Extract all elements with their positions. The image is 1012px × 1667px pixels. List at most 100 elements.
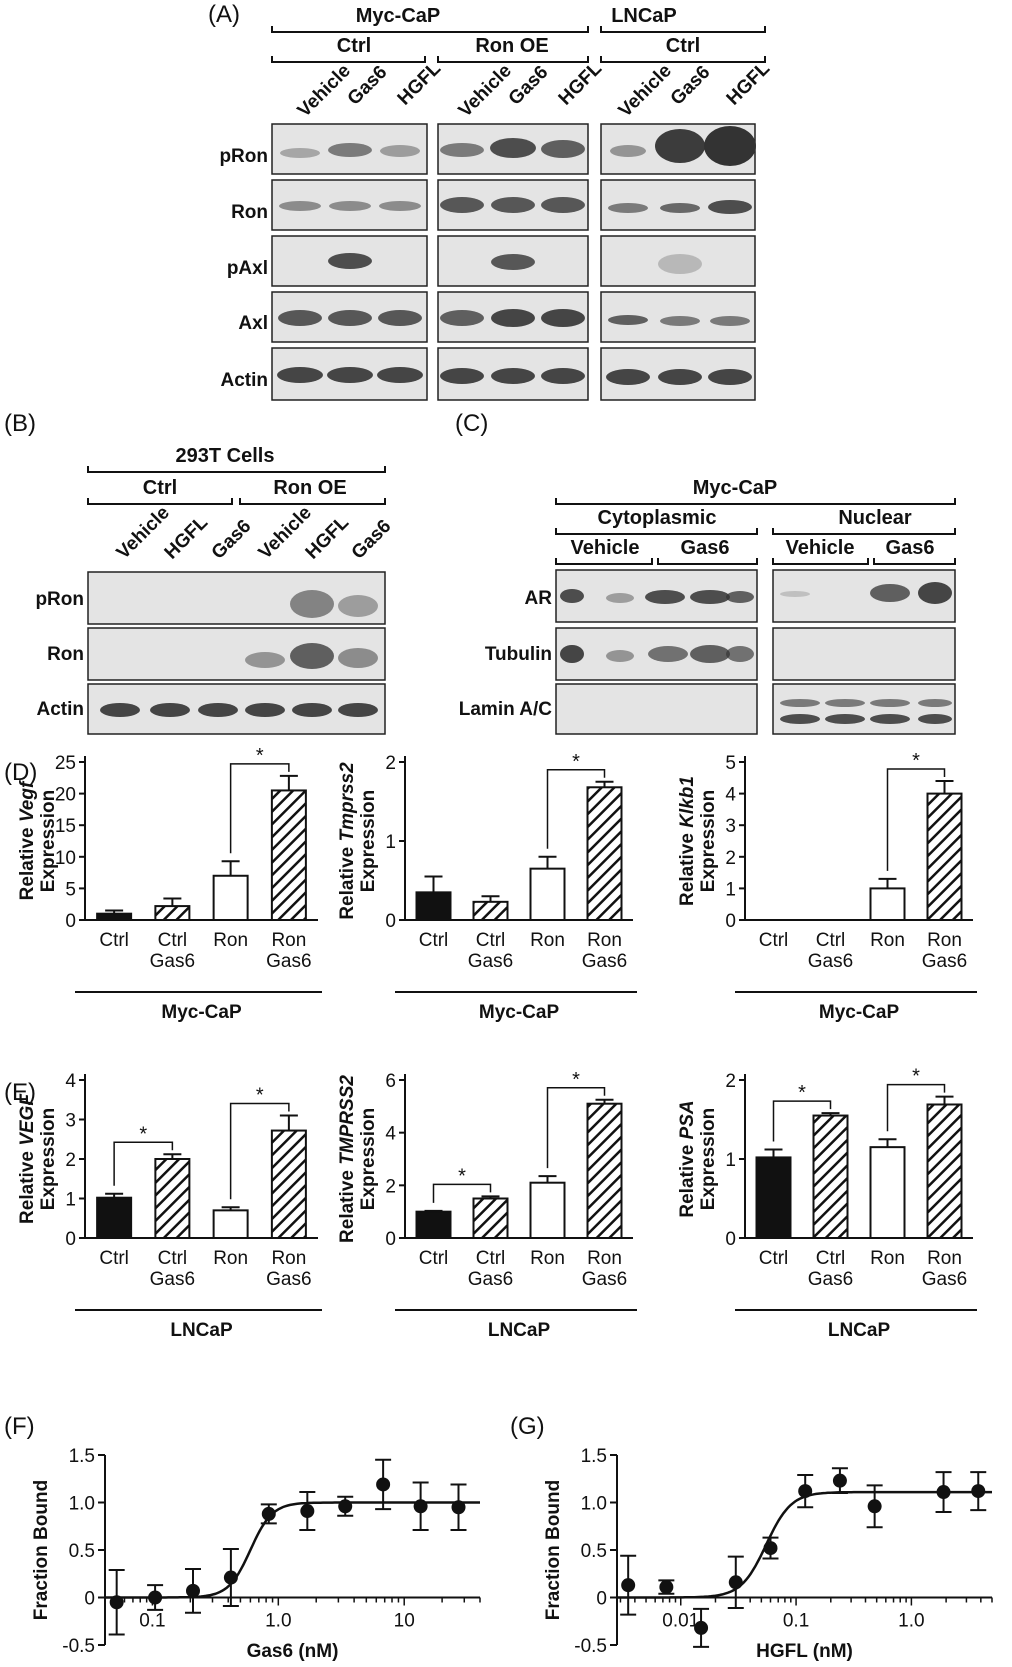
significance-bracket — [432, 1183, 492, 1203]
category-label: Gas6 — [266, 1269, 311, 1290]
data-point — [451, 1500, 466, 1515]
row-lamin: Lamin A/C — [459, 699, 553, 720]
y-tick-label: 1 — [385, 832, 396, 853]
data-point — [413, 1499, 428, 1514]
panel-b-label: (B) — [4, 410, 36, 437]
bar — [529, 1181, 566, 1239]
panel-c-title: Myc-CaP — [693, 477, 777, 499]
lane-vehicle: Vehicle — [113, 502, 174, 563]
lane-hgfl: HGFL — [555, 58, 607, 110]
bar — [586, 1102, 623, 1239]
panel-b-title: 293T Cells — [176, 445, 275, 467]
panel-a: (A) Myc-CaP LNCaP Ctrl Ron OE Ctrl Vehic… — [208, 1, 775, 401]
y-tick-label: 3 — [725, 816, 736, 837]
blot-a — [271, 123, 756, 401]
y-axis-label: Relative VEGF — [17, 1093, 38, 1224]
data-point — [971, 1484, 986, 1499]
group-label: Myc-CaP — [479, 1002, 560, 1023]
data-point — [728, 1575, 743, 1590]
y-tick-label: 0 — [596, 1589, 607, 1610]
significance-bracket — [113, 1141, 174, 1186]
y-axis-label: Relative TMPRSS2 — [337, 1075, 358, 1243]
y-tick-label: 1.0 — [581, 1494, 607, 1515]
bar-chart-vegf-myc-cap: 0 5 10 15 20 25 Relative Vegf Expression * Ctrl Ct… — [17, 745, 322, 1023]
lane-gas6: Gas6 — [667, 62, 715, 110]
category-label: Ctrl — [158, 930, 188, 951]
bar — [212, 874, 249, 922]
y-axis-label: Fraction Bound — [31, 1480, 52, 1620]
data-point — [867, 1499, 882, 1514]
category-label: Ctrl — [476, 930, 506, 951]
y-tick-label: 4 — [65, 1071, 76, 1092]
y-tick-label: 1 — [65, 1190, 76, 1211]
y-tick-label: 0 — [65, 911, 76, 932]
category-label: Ron — [870, 1248, 905, 1269]
y-axis-label: Fraction Bound — [543, 1480, 564, 1620]
treatment-gas6: Gas6 — [681, 537, 730, 559]
y-tick-label: 0 — [65, 1229, 76, 1250]
category-label: Ctrl — [419, 930, 449, 951]
category-label: Gas6 — [582, 1269, 627, 1290]
category-label: Ron — [927, 1248, 962, 1269]
data-point — [798, 1484, 813, 1499]
data-point — [261, 1506, 276, 1521]
x-tick-label: 0.1 — [783, 1611, 809, 1632]
lane-hgfl: HGFL — [723, 58, 775, 110]
blot-b — [87, 571, 386, 735]
y-axis-label: Relative PSA — [677, 1100, 698, 1217]
x-tick-label: 10 — [394, 1611, 415, 1632]
category-label: Gas6 — [468, 1269, 513, 1290]
category-label: Gas6 — [150, 951, 195, 972]
data-point — [338, 1499, 353, 1514]
y-tick-label: 2 — [385, 1176, 396, 1197]
lane-gas6: Gas6 — [505, 62, 553, 110]
blot-c — [555, 569, 956, 735]
x-tick-label: 0.1 — [139, 1611, 165, 1632]
panel-a-label: (A) — [208, 1, 240, 28]
bar — [212, 1209, 249, 1239]
bar — [586, 786, 623, 922]
y-tick-label: 1.0 — [69, 1494, 95, 1515]
y-tick-label: 0 — [385, 1229, 396, 1250]
data-point — [659, 1580, 674, 1595]
category-label: Gas6 — [922, 1269, 967, 1290]
panel-e-label: (E) — [4, 1079, 36, 1106]
subgroup-ron-oe: Ron OE — [475, 35, 548, 57]
y-tick-label: -0.5 — [62, 1636, 95, 1657]
category-label: Ron — [870, 930, 905, 951]
significance-bracket — [229, 1102, 290, 1200]
data-point — [148, 1590, 163, 1605]
category-label: Ron — [587, 930, 622, 951]
y-tick-label: 0 — [725, 1229, 736, 1250]
group-label: Myc-CaP — [161, 1002, 242, 1023]
x-axis-label: Gas6 (nM) — [247, 1641, 339, 1662]
category-label: Ron — [530, 930, 565, 951]
y-axis-label-line2: Expression — [358, 1108, 379, 1210]
category-label: Ctrl — [759, 1248, 789, 1269]
significance-star: * — [912, 1066, 920, 1088]
significance-bracket — [546, 1087, 606, 1169]
y-tick-label: 2 — [385, 753, 396, 774]
category-label: Ctrl — [419, 1248, 449, 1269]
y-tick-label: 1.5 — [69, 1446, 95, 1467]
category-label: Ron — [530, 1248, 565, 1269]
fraction-cytoplasmic: Cytoplasmic — [598, 507, 717, 529]
row-actin: Actin — [37, 699, 85, 720]
x-tick-label: 1.0 — [265, 1611, 291, 1632]
bar — [270, 789, 307, 921]
bar — [96, 912, 133, 921]
data-point — [109, 1595, 124, 1610]
y-axis-label-line2: Expression — [38, 790, 59, 892]
significance-star: * — [572, 1069, 580, 1091]
y-tick-label: 4 — [385, 1124, 396, 1145]
y-axis-label: Relative Klkb1 — [677, 776, 698, 906]
group-label: LNCaP — [488, 1320, 551, 1341]
row-ron: Ron — [47, 644, 84, 665]
significance-star: * — [139, 1123, 147, 1145]
category-label: Ron — [213, 930, 248, 951]
